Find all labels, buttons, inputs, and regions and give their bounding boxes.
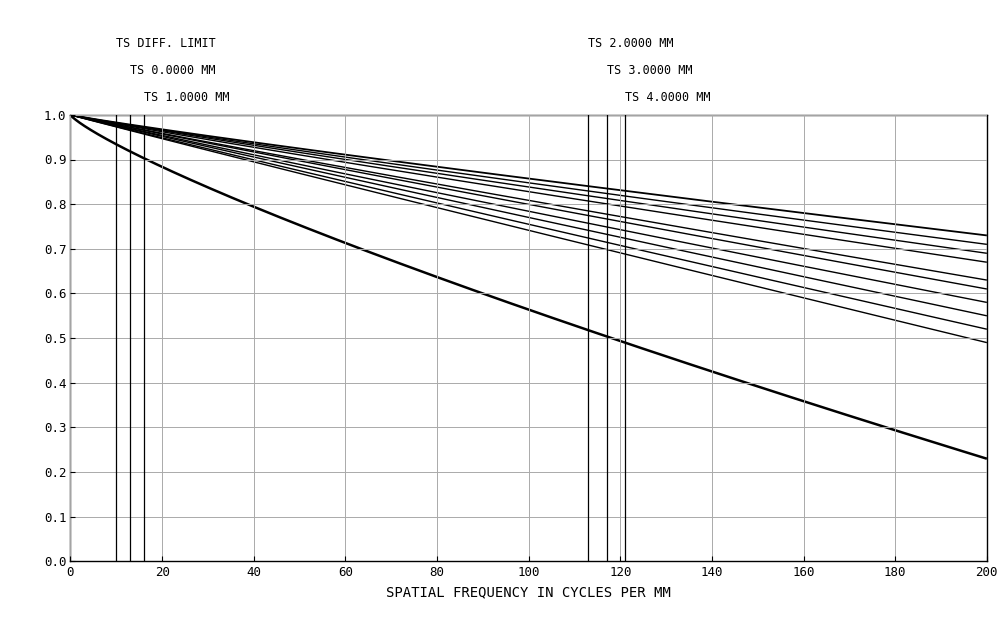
Text: TS DIFF. LIMIT: TS DIFF. LIMIT [117,37,217,50]
Text: TS 4.0000 MM: TS 4.0000 MM [625,91,710,104]
Text: TS 0.0000 MM: TS 0.0000 MM [130,64,215,77]
X-axis label: SPATIAL FREQUENCY IN CYCLES PER MM: SPATIAL FREQUENCY IN CYCLES PER MM [387,586,671,600]
Text: TS 3.0000 MM: TS 3.0000 MM [606,64,692,77]
Text: TS 1.0000 MM: TS 1.0000 MM [144,91,230,104]
Text: TS 2.0000 MM: TS 2.0000 MM [588,37,674,50]
